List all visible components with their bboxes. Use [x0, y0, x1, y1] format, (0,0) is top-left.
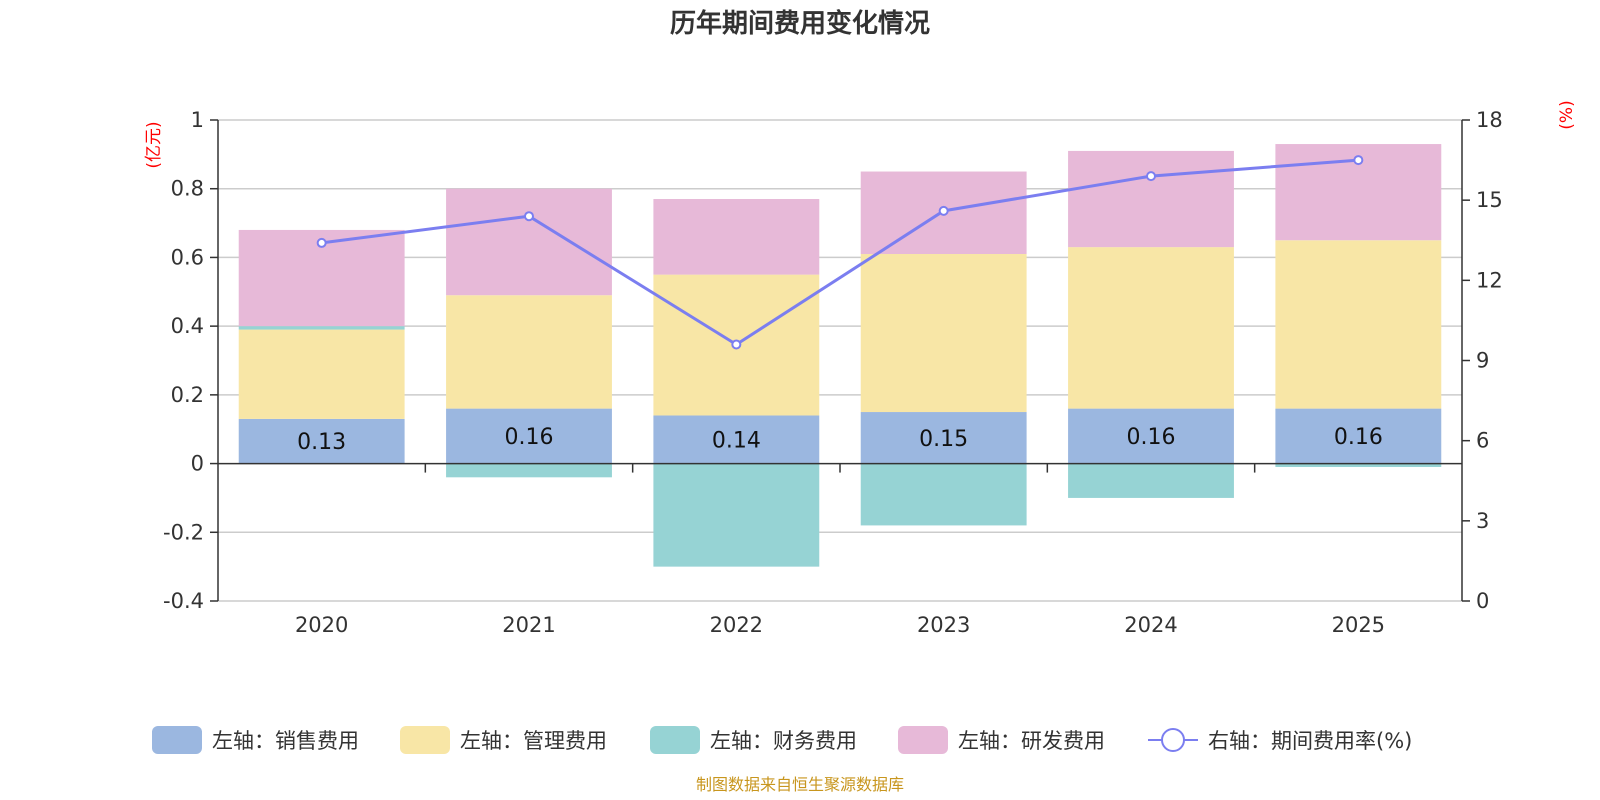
bar-segment — [1068, 247, 1234, 409]
bar-segment — [860, 253, 1027, 413]
legend-label: 左轴：销售费用 — [212, 729, 359, 753]
right-axis-tick-label: 12 — [1476, 268, 1503, 292]
category-label: 2022 — [710, 613, 763, 637]
legend: 左轴：销售费用 左轴：管理费用 左轴：财务费用 左轴：研发费用 右轴：期间费用率(%) — [152, 726, 1412, 754]
bar-segment — [446, 463, 612, 478]
legend-label: 左轴：研发费用 — [958, 729, 1105, 753]
bar-segment — [1275, 240, 1442, 409]
left-axis-tick-label: 1 — [191, 108, 204, 132]
bar-segment — [653, 463, 820, 567]
legend-label: 左轴：财务费用 — [710, 729, 857, 753]
bar-data-label: 0.16 — [1334, 425, 1383, 450]
left-axis-unit: (亿元) — [144, 121, 164, 168]
legend-swatch — [898, 726, 948, 754]
category-label: 2020 — [295, 613, 348, 637]
rate-point — [524, 211, 534, 222]
right-axis-unit: (%) — [1557, 100, 1577, 129]
rate-line-group — [316, 155, 1364, 350]
rate-point — [1353, 155, 1364, 166]
bar-segment — [1068, 463, 1234, 498]
bar-segment — [446, 295, 612, 409]
bars-group — [238, 144, 1442, 567]
bar-segment — [860, 463, 1027, 526]
left-axis-tick-label: 0 — [191, 452, 204, 476]
legend-label: 左轴：管理费用 — [460, 729, 607, 753]
legend-swatch — [650, 726, 700, 754]
bar-data-label: 0.13 — [297, 430, 346, 455]
right-axis-tick-label: 18 — [1476, 108, 1503, 132]
axes-group: 1 0.8 0.6 0.4 0.2 0 -0.2 -0.4 18 15 12 9 6 3 0 2020 2021… — [163, 108, 1503, 637]
gridlines — [218, 119, 1462, 602]
left-axis-tick-label: -0.2 — [163, 520, 204, 544]
source-note: 制图数据来自恒生聚源数据库 — [696, 775, 904, 794]
bar-segment — [238, 329, 405, 419]
right-axis-tick-label: 0 — [1476, 589, 1489, 613]
bar-segment — [238, 326, 405, 330]
category-label: 2025 — [1332, 613, 1385, 637]
legend-marker — [1161, 728, 1185, 752]
right-axis-tick-label: 3 — [1476, 509, 1489, 533]
bar-data-label: 0.15 — [919, 427, 968, 452]
bar-data-label: 0.16 — [1127, 425, 1176, 450]
bar-segment — [1068, 150, 1234, 248]
category-label: 2021 — [502, 613, 555, 637]
bar-segment — [238, 418, 405, 464]
rate-line — [321, 158, 1359, 347]
right-axis-tick-label: 6 — [1476, 429, 1489, 453]
left-axis-tick-label: -0.4 — [163, 589, 204, 613]
legend-swatch — [152, 726, 202, 754]
category-label: 2024 — [1124, 613, 1177, 637]
legend-swatch — [400, 726, 450, 754]
bar-segment — [1275, 408, 1442, 464]
bar-segment — [860, 412, 1027, 464]
bar-segment — [1068, 408, 1234, 464]
bar-labels-group: 0.13 0.16 0.14 0.15 0.16 0.16 — [297, 425, 1383, 455]
left-axis-tick-label: 0.4 — [171, 314, 204, 338]
rate-point — [316, 237, 327, 248]
bar-segment — [1275, 463, 1442, 468]
bar-data-label: 0.16 — [505, 425, 554, 450]
legend-label: 右轴：期间费用率(%) — [1208, 729, 1412, 753]
left-axis-tick-label: 0.8 — [171, 177, 204, 201]
chart-title: 历年期间费用变化情况 — [670, 8, 930, 39]
rate-point — [731, 339, 742, 350]
bar-segment — [653, 199, 820, 275]
category-label: 2023 — [917, 613, 970, 637]
left-axis-tick-label: 0.2 — [171, 383, 204, 407]
bar-segment — [446, 408, 612, 464]
left-axis-tick-label: 0.6 — [171, 245, 204, 269]
right-axis-tick-label: 9 — [1476, 349, 1489, 373]
right-axis-tick-label: 15 — [1476, 188, 1503, 212]
bar-data-label: 0.14 — [712, 429, 761, 454]
bar-segment — [653, 415, 820, 464]
rate-point — [1146, 171, 1156, 182]
rate-point — [938, 205, 949, 216]
bar-segment — [446, 188, 612, 296]
